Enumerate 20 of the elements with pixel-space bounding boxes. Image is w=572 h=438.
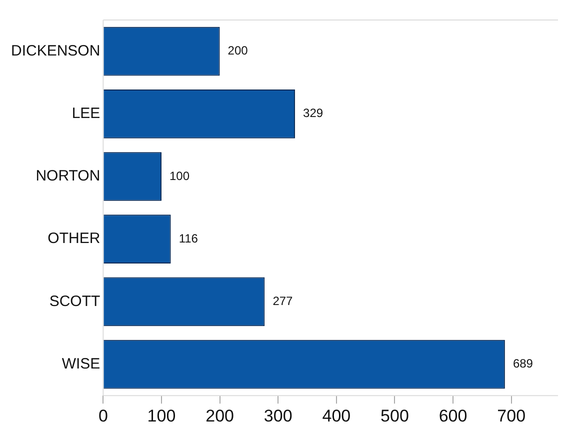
y-tick-label: OTHER — [48, 230, 100, 248]
x-tick-label: 600 — [438, 406, 468, 426]
data-label: 200 — [228, 44, 248, 58]
x-tick-label: 700 — [497, 406, 526, 426]
data-label: 329 — [303, 106, 324, 120]
y-tick-label: WISE — [62, 355, 100, 372]
x-tick-label: 0 — [98, 406, 108, 426]
data-label: 116 — [178, 231, 198, 246]
data-label: 689 — [512, 356, 534, 371]
x-tick-label: 200 — [206, 406, 234, 426]
x-tick-label: 400 — [322, 406, 351, 426]
y-tick-label: NORTON — [36, 168, 100, 185]
x-tick-label: 100 — [147, 406, 176, 426]
x-tick-label: 300 — [264, 406, 292, 426]
data-label: 100 — [169, 168, 190, 183]
y-tick-label: DICKENSON — [10, 42, 100, 60]
y-tick-label: SCOTT — [49, 292, 100, 310]
x-tick-label: 500 — [380, 406, 409, 426]
y-tick-label: LEE — [72, 105, 100, 122]
data-label: 277 — [272, 294, 294, 308]
